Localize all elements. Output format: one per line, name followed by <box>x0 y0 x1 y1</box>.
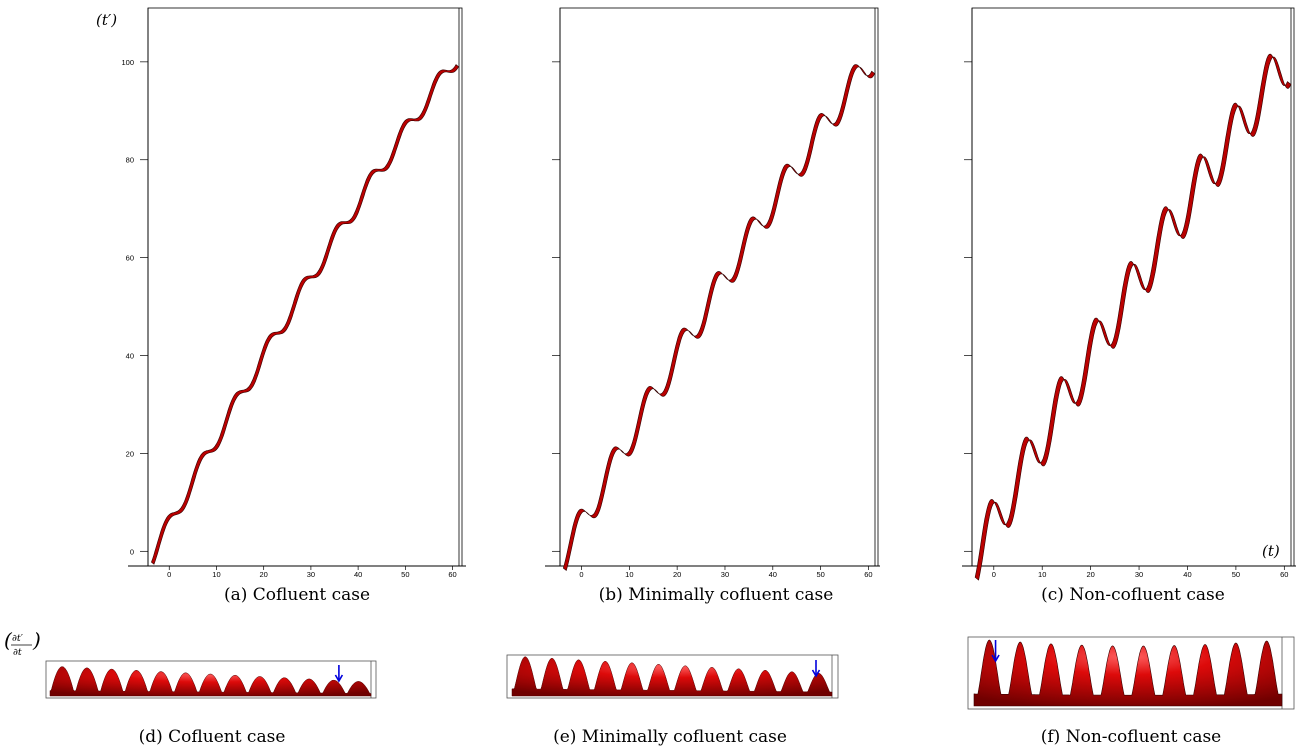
panel-f-surface <box>973 639 1283 707</box>
panel-d-frame <box>45 660 377 699</box>
panel-c-ticks: 0 10 20 30 40 50 60 <box>964 61 1288 579</box>
panel-d-caption: (d) Cofluent case <box>139 727 286 747</box>
panel-a-caption: (a) Cofluent case <box>224 585 370 605</box>
panel-a-x-tick-label: 50 <box>401 570 409 579</box>
panel-c: (t) 0 10 20 30 40 50 60 (c) Non-cofluent case <box>962 7 1296 605</box>
panel-e-frame <box>506 654 839 699</box>
panel-b: 0 10 20 30 40 50 60 (b) Minimally cofluent cas… <box>545 7 880 605</box>
panel-c-x-tick-label: 40 <box>1183 570 1191 579</box>
panel-a-y-axis-label: (t′) <box>96 11 117 29</box>
panel-c-x-tick-label: 50 <box>1232 570 1240 579</box>
panel-b-x-tick-label: 30 <box>721 570 729 579</box>
panel-a-y-tick-label: 100 <box>121 58 134 67</box>
panel-c-x-tick-label: 0 <box>992 570 996 579</box>
panel-b-caption: (b) Minimally cofluent case <box>599 585 834 605</box>
panel-a-y-tick-label: 60 <box>126 254 134 263</box>
panel-a: (t′) 0 10 20 30 40 50 60 0 20 40 60 80 100 (a) Coflu… <box>96 7 466 605</box>
panel-c-x-axis-label: (t) <box>1262 542 1280 560</box>
panel-b-x-tick-label: 20 <box>673 570 681 579</box>
panel-b-ticks: 0 10 20 30 40 50 60 <box>552 61 873 579</box>
svg-text:(: ( <box>4 628 13 652</box>
panel-a-ticks: 0 10 20 30 40 50 60 0 20 40 60 80 100 <box>121 58 456 579</box>
panel-c-frame <box>971 7 1295 567</box>
panel-d-arrow-icon <box>334 665 344 683</box>
panel-c-x-tick-label: 20 <box>1086 570 1094 579</box>
panel-b-x-tick-label: 60 <box>864 570 872 579</box>
panel-e: (e) Minimally cofluent case <box>506 654 839 747</box>
panel-a-ribbon <box>151 64 459 565</box>
panel-a-x-tick-label: 10 <box>212 570 220 579</box>
panel-a-x-tick-label: 60 <box>448 570 456 579</box>
panel-c-x-tick-label: 10 <box>1038 570 1046 579</box>
panel-a-x-tick-label: 30 <box>307 570 315 579</box>
panel-b-ribbon <box>562 64 876 572</box>
svg-text:∂t′: ∂t′ <box>12 633 24 644</box>
panel-a-y-tick-label: 40 <box>126 352 134 361</box>
svg-text:): ) <box>32 628 41 652</box>
panel-b-frame <box>559 7 879 567</box>
panel-e-arrow-icon <box>811 660 821 678</box>
panel-d-surface <box>49 666 372 697</box>
panel-f-caption: (f) Non-cofluent case <box>1041 727 1222 747</box>
panel-b-x-tick-label: 10 <box>625 570 633 579</box>
panel-a-x-tick-label: 20 <box>260 570 268 579</box>
panel-b-x-tick-label: 50 <box>816 570 824 579</box>
panel-c-x-tick-label: 30 <box>1135 570 1143 579</box>
panel-c-x-tick-label: 60 <box>1280 570 1288 579</box>
panel-a-y-tick-label: 20 <box>126 449 134 458</box>
panel-a-y-tick-label: 0 <box>130 547 134 556</box>
panel-f: (f) Non-cofluent case <box>967 636 1295 747</box>
panel-d-y-axis-label: ( ∂t′ ∂t ) <box>4 628 41 658</box>
panel-e-caption: (e) Minimally cofluent case <box>553 727 787 747</box>
panel-f-frame <box>967 636 1295 710</box>
panel-b-x-tick-label: 40 <box>769 570 777 579</box>
panel-d: ( ∂t′ ∂t ) (d) Cofluent case <box>4 628 377 747</box>
panel-a-frame <box>147 7 463 567</box>
panel-a-x-tick-label: 40 <box>354 570 362 579</box>
panel-f-arrow-icon <box>991 640 1000 663</box>
panel-a-x-tick-label: 0 <box>167 570 171 579</box>
panel-e-surface <box>511 656 833 697</box>
panel-a-y-tick-label: 80 <box>126 156 134 165</box>
panel-b-x-tick-label: 0 <box>579 570 583 579</box>
panel-c-caption: (c) Non-cofluent case <box>1041 585 1225 605</box>
svg-text:∂t: ∂t <box>13 647 22 658</box>
panel-c-ribbon <box>974 53 1292 581</box>
